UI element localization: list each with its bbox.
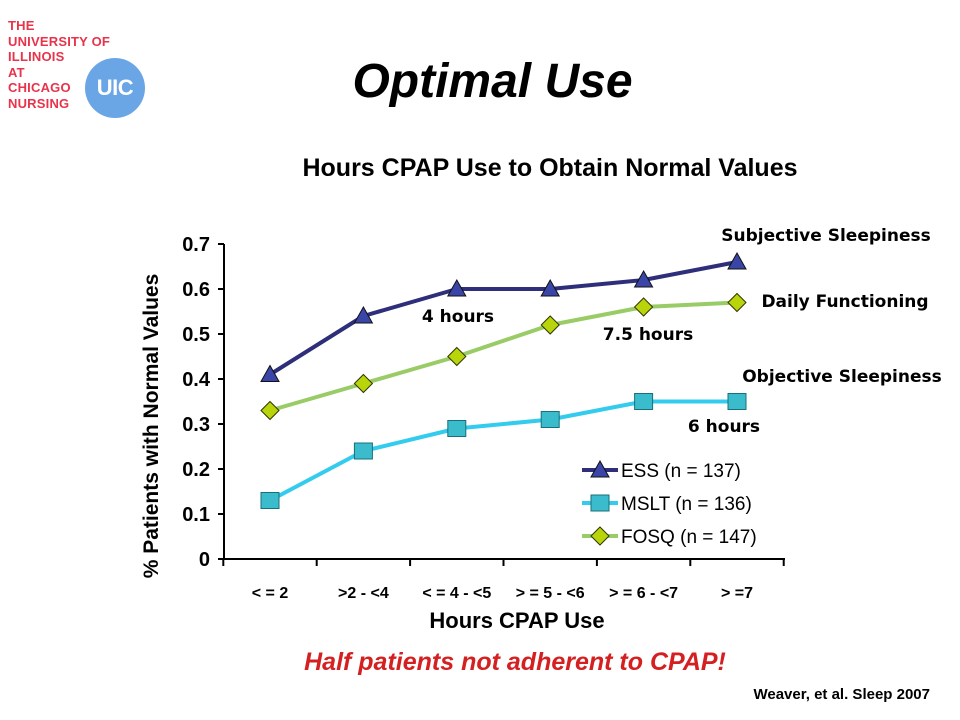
data-point — [446, 278, 467, 297]
x-tick-label: < = 4 - <5 — [422, 585, 491, 602]
series-line — [268, 260, 738, 377]
logo-line: THE — [8, 18, 35, 33]
chart-annotation: Objective Sleepiness — [742, 367, 942, 387]
logo-line: ILLINOIS — [8, 49, 65, 64]
series-line — [269, 399, 737, 503]
legend-label: FOSQ (n = 147) — [621, 527, 757, 548]
data-point — [634, 393, 654, 410]
footer-note: Half patients not adherent to CPAP! — [304, 648, 726, 676]
logo-wordmark: THE UNIVERSITY OF ILLINOIS AT CHICAGO NU… — [8, 18, 110, 111]
data-point — [353, 442, 373, 460]
data-point — [540, 315, 560, 335]
university-logo: THE UNIVERSITY OF ILLINOIS AT CHICAGO NU… — [8, 18, 148, 118]
citation: Weaver, et al. Sleep 2007 — [753, 686, 930, 703]
y-tick-label: 0.7 — [182, 234, 210, 256]
data-point — [447, 346, 467, 367]
y-tick-label: 0.5 — [182, 324, 210, 346]
data-point — [727, 292, 747, 313]
legend-marker — [590, 459, 610, 478]
x-tick-label: > = 5 - <6 — [516, 585, 585, 602]
legend-label: ESS (n = 137) — [621, 461, 741, 482]
data-point — [633, 269, 654, 288]
data-point — [260, 400, 280, 421]
data-point — [540, 411, 560, 428]
data-point — [353, 305, 374, 324]
chart-annotation: 7.5 hours — [603, 325, 693, 345]
chart-annotation: Daily Functioning — [761, 292, 928, 312]
data-point — [260, 492, 280, 509]
data-point — [260, 364, 280, 382]
data-point — [540, 278, 561, 297]
series-line — [269, 300, 738, 413]
x-tick-label: < = 2 — [252, 585, 289, 602]
x-tick-label: >2 - <4 — [338, 585, 389, 602]
x-tick-label: > =7 — [721, 585, 753, 602]
uic-badge: UIC — [85, 58, 145, 118]
chart-annotation: 4 hours — [422, 307, 494, 327]
logo-line: UNIVERSITY OF — [8, 33, 111, 49]
data-point — [727, 393, 747, 410]
logo-line: AT — [8, 64, 25, 80]
y-tick-label: 0.6 — [182, 279, 210, 301]
y-tick-label: 0.2 — [182, 459, 210, 481]
data-point — [447, 420, 467, 437]
legend-label: MSLT (n = 136) — [621, 494, 752, 515]
logo-line: NURSING — [8, 95, 70, 111]
chart-annotation: 6 hours — [688, 417, 760, 437]
x-tick-label: > = 6 - <7 — [609, 585, 678, 602]
y-tick-label: 0.3 — [182, 414, 210, 436]
y-tick-label: 0 — [199, 549, 210, 571]
data-point — [633, 297, 654, 317]
legend-marker — [590, 526, 610, 546]
slide-title: Optimal Use — [352, 55, 633, 108]
chart-title: Hours CPAP Use to Obtain Normal Values — [302, 154, 798, 182]
y-tick-label: 0.1 — [182, 504, 210, 526]
data-point — [353, 373, 374, 394]
legend-marker — [590, 494, 610, 512]
chart-annotation: Subjective Sleepiness — [721, 226, 930, 246]
y-tick-label: 0.4 — [182, 369, 211, 391]
logo-line: CHICAGO — [8, 80, 71, 95]
data-point — [727, 251, 747, 270]
x-axis-label: Hours CPAP Use — [429, 608, 604, 633]
y-axis-label: % Patients with Normal Values — [140, 274, 163, 579]
